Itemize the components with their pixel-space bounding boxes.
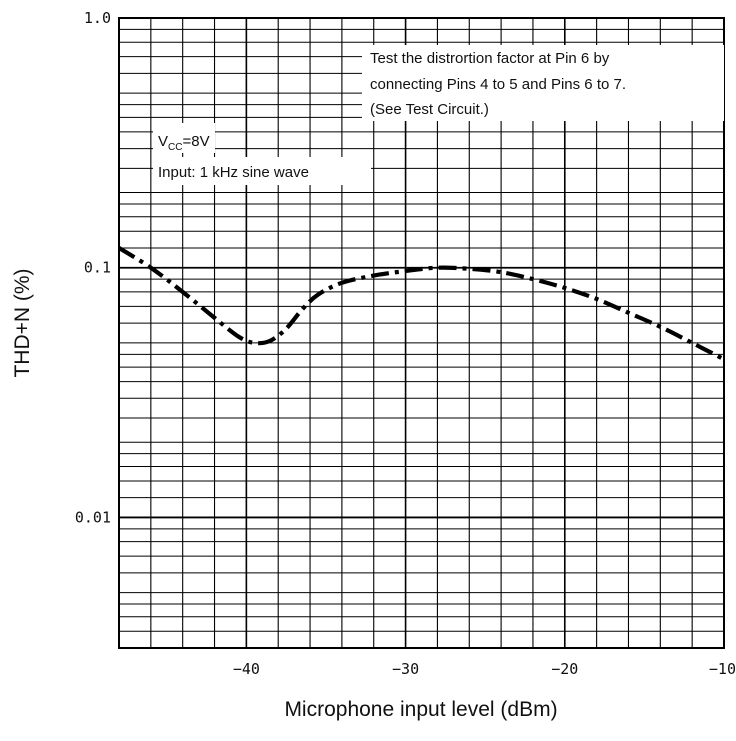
vcc-note: VCC=8V	[158, 133, 210, 153]
y-tick-label: 0.01	[75, 508, 111, 526]
test-note-line-2: connecting Pins 4 to 5 and Pins 6 to 7.	[370, 76, 626, 93]
x-tick-label: −10	[709, 660, 736, 678]
test-note-line-1: Test the distrortion factor at Pin 6 by	[370, 50, 610, 67]
vcc-note-box	[153, 123, 215, 153]
x-tick-label: −30	[392, 660, 419, 678]
plot-grid	[119, 18, 724, 648]
input-note-box	[153, 157, 371, 185]
series-line	[117, 246, 725, 362]
plot-border	[118, 17, 725, 649]
test-note-line-3: (See Test Circuit.)	[370, 101, 489, 118]
x-tick-label: −40	[233, 660, 260, 678]
input-note: Input: 1 kHz sine wave	[158, 164, 309, 181]
y-tick-label: 1.0	[84, 9, 111, 27]
test-note-box	[362, 45, 724, 121]
y-tick-label: 0.1	[84, 259, 111, 277]
vcc-subscript: CC	[168, 142, 182, 153]
tick-labels: −40 −30 −20 −10 1.0 0.1 0.01	[75, 9, 736, 678]
vcc-value: =8V	[182, 133, 209, 150]
plot-frame	[118, 17, 725, 649]
vcc-symbol: V	[158, 133, 168, 150]
plot-series	[117, 246, 725, 362]
y-axis-title: THD+N (%)	[11, 268, 34, 377]
x-tick-label: −20	[551, 660, 578, 678]
x-axis-title: Microphone input level (dBm)	[284, 698, 557, 721]
